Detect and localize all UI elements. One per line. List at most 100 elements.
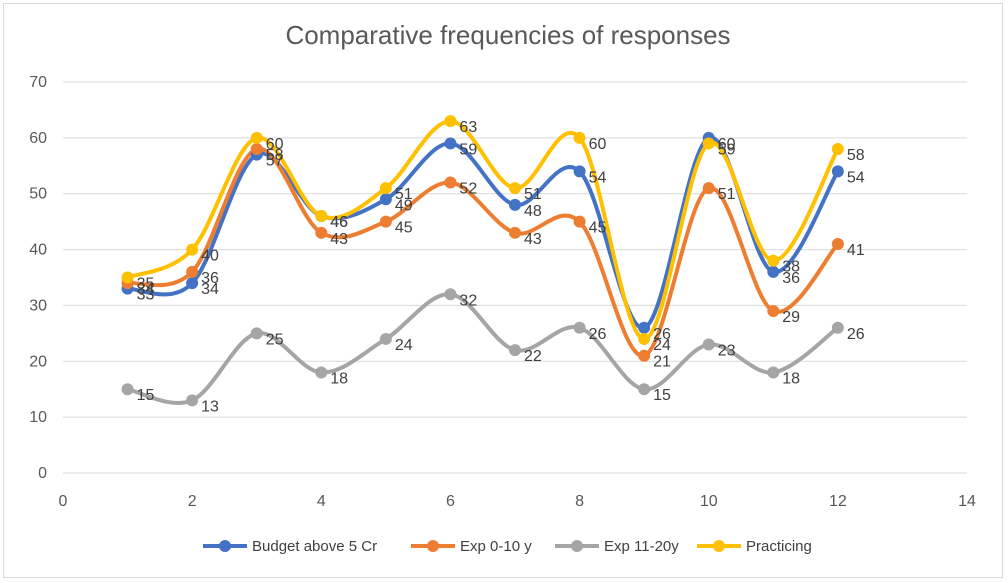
data-label: 46 xyxy=(330,214,348,231)
data-label: 32 xyxy=(459,292,477,309)
data-label: 25 xyxy=(266,331,284,348)
y-tick-label: 0 xyxy=(38,465,47,482)
y-tick-label: 30 xyxy=(29,297,47,314)
data-label: 26 xyxy=(847,326,865,343)
data-label: 36 xyxy=(201,270,219,287)
data-point xyxy=(509,226,521,239)
data-label: 36 xyxy=(782,270,800,287)
data-label: 22 xyxy=(524,348,542,365)
data-labels: 33 34574649594854266036543436584345524345… xyxy=(137,119,865,415)
data-point xyxy=(831,237,844,250)
data-point xyxy=(121,271,134,284)
y-tick-label: 50 xyxy=(29,186,47,203)
data-label: 43 xyxy=(524,231,542,248)
data-point xyxy=(444,115,457,128)
data-label: 24 xyxy=(653,337,671,354)
legend-item-2: Exp 0-10 y xyxy=(411,538,532,555)
data-point xyxy=(186,394,199,407)
y-tick-label: 70 xyxy=(29,74,47,91)
data-label: 45 xyxy=(395,220,413,237)
data-label: 51 xyxy=(718,186,736,203)
data-label: 38 xyxy=(782,259,800,276)
data-point xyxy=(379,332,392,345)
data-label: 33 xyxy=(137,287,155,304)
data-point xyxy=(444,176,457,189)
data-point xyxy=(767,265,780,278)
data-point xyxy=(315,366,328,379)
data-label: 63 xyxy=(459,119,477,136)
data-point xyxy=(767,254,780,267)
x-tick-label: 8 xyxy=(575,493,584,510)
legend-swatch-marker xyxy=(219,540,231,552)
data-label: 58 xyxy=(847,147,865,164)
data-label: 18 xyxy=(330,370,348,387)
data-label: 43 xyxy=(330,231,348,248)
legend-item-4: Practicing xyxy=(697,538,812,555)
data-label: 49 xyxy=(395,197,413,214)
data-point xyxy=(831,165,844,178)
chart-title: Comparative frequencies of responses xyxy=(285,20,730,50)
legend-label: Exp 0-10 y xyxy=(460,538,532,555)
data-label: 54 xyxy=(589,169,607,186)
legend-label: Exp 11-20y xyxy=(604,538,679,555)
data-label: 59 xyxy=(459,141,477,158)
legend: Budget above 5 Cr Exp 0-10 y Exp 11-20y Pra… xyxy=(203,538,812,555)
data-point xyxy=(573,321,586,334)
data-point xyxy=(186,265,199,278)
x-tick-label: 4 xyxy=(317,493,326,510)
legend-item-1: Budget above 5 Cr xyxy=(203,538,377,555)
data-label: 45 xyxy=(589,220,607,237)
data-point xyxy=(379,182,392,195)
data-point xyxy=(250,143,263,156)
data-point xyxy=(702,182,715,195)
x-tick-label: 0 xyxy=(59,493,68,510)
data-point xyxy=(831,143,844,156)
series-line-3 xyxy=(125,292,840,405)
data-label: 21 xyxy=(653,354,671,371)
legend-swatch-marker xyxy=(713,540,725,552)
data-point xyxy=(702,338,715,351)
data-point xyxy=(638,321,651,334)
legend-swatch-marker xyxy=(571,540,583,552)
x-tick-label: 6 xyxy=(446,493,455,510)
data-label: 29 xyxy=(782,309,800,326)
data-label: 35 xyxy=(137,276,155,293)
data-point xyxy=(315,210,328,223)
data-point xyxy=(250,131,263,144)
data-label: 60 xyxy=(589,136,607,153)
data-point xyxy=(638,332,651,345)
data-point xyxy=(767,305,780,318)
data-label: 15 xyxy=(653,387,671,404)
data-label: 26 xyxy=(589,326,607,343)
data-label: 23 xyxy=(718,343,736,360)
data-label: 46 xyxy=(330,214,348,231)
data-point xyxy=(186,277,199,290)
data-point xyxy=(702,137,715,150)
data-point xyxy=(767,366,780,379)
data-label: 52 xyxy=(459,181,477,198)
chart-frame xyxy=(3,3,1003,578)
data-label: 60 xyxy=(266,136,284,153)
data-label: 60 xyxy=(718,136,736,153)
legend-swatch-marker xyxy=(427,540,439,552)
data-label: 26 xyxy=(653,326,671,343)
data-label: 57 xyxy=(266,153,284,170)
data-point xyxy=(250,327,263,340)
data-label: 34 xyxy=(201,281,219,298)
legend-item-3: Exp 11-20y xyxy=(555,538,679,555)
data-point xyxy=(831,321,844,334)
data-point xyxy=(444,288,457,301)
data-point xyxy=(509,344,521,357)
data-point xyxy=(573,131,586,144)
data-point xyxy=(573,165,586,178)
legend-label: Practicing xyxy=(746,538,812,555)
data-point xyxy=(315,226,328,239)
series-lines xyxy=(121,115,844,407)
data-label: 34 xyxy=(137,281,155,298)
data-label: 51 xyxy=(395,186,413,203)
data-label: 24 xyxy=(395,337,413,354)
data-point xyxy=(186,243,199,256)
y-tick-label: 20 xyxy=(29,353,47,370)
